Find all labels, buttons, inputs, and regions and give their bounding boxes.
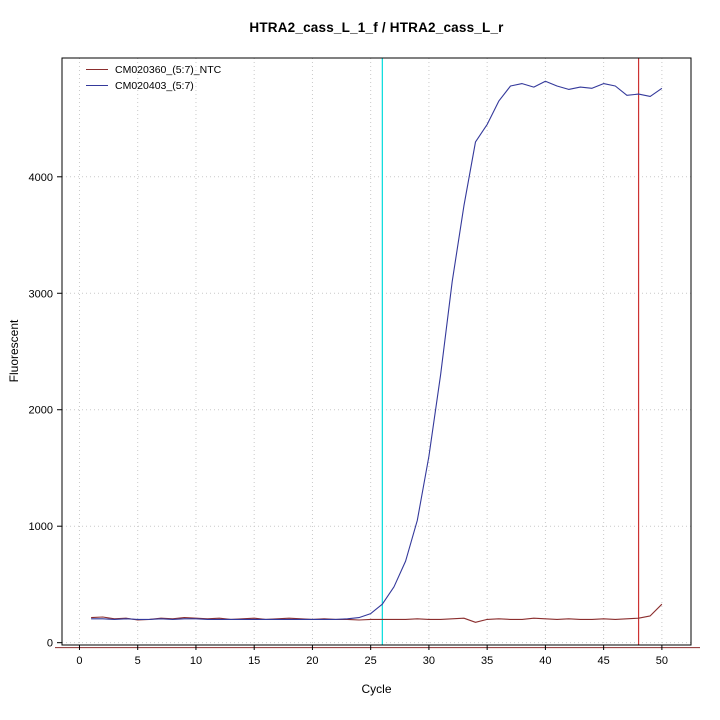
legend: CM020360_(5:7)_NTC CM020403_(5:7) [86,63,221,92]
y-axis: 0 1000 2000 3000 4000 [29,172,62,650]
x-tick-label: 0 [76,655,82,667]
x-axis-label: Cycle [361,682,392,696]
y-tick-label: 3000 [29,288,53,300]
y-tick-label: 2000 [29,405,53,417]
x-tick-label: 25 [365,655,377,667]
x-tick-label: 10 [190,655,202,667]
x-tick-label: 45 [598,655,610,667]
x-tick-label: 35 [481,655,493,667]
x-tick-label: 15 [248,655,260,667]
legend-swatch [86,85,108,86]
y-tick-label: 1000 [29,521,53,533]
legend-row: CM020403_(5:7) [86,79,221,92]
chart-title: HTRA2_cass_L_1_f / HTRA2_cass_L_r [249,20,504,35]
legend-swatch [86,69,108,70]
x-tick-label: 40 [539,655,551,667]
y-tick-label: 0 [47,638,53,650]
legend-row: CM020360_(5:7)_NTC [86,63,221,76]
series-line-1 [91,80,663,620]
y-axis-label: Fluorescent [7,319,21,383]
legend-label: CM020403_(5:7) [115,79,194,92]
series-line-0 [91,603,663,623]
reference-vlines [381,58,640,645]
x-axis: 0 5 10 15 20 25 30 35 40 45 50 [76,645,668,667]
plot-box [61,57,692,646]
x-tick-label: 50 [656,655,668,667]
legend-label: CM020360_(5:7)_NTC [115,63,222,76]
x-tick-label: 30 [423,655,435,667]
series-lines [91,80,663,623]
y-tick-label: 4000 [29,172,53,184]
x-tick-label: 20 [306,655,318,667]
grid [62,58,691,645]
x-tick-label: 5 [135,655,141,667]
